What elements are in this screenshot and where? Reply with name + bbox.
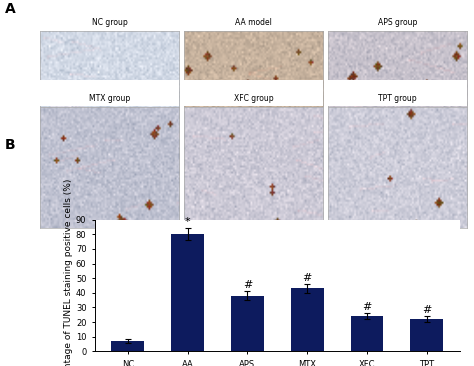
Text: #: # [302, 273, 312, 283]
Bar [410, 319, 443, 351]
Text: XFC group: XFC group [234, 94, 273, 103]
Text: NC group: NC group [92, 18, 128, 27]
Text: #: # [422, 305, 431, 315]
Text: APS group: APS group [378, 18, 417, 27]
Text: #: # [243, 280, 252, 290]
Bar [231, 296, 264, 351]
Bar [111, 341, 144, 351]
Text: TPT group: TPT group [378, 94, 417, 103]
Text: A: A [5, 2, 16, 16]
Text: *: * [185, 217, 191, 227]
Text: #: # [362, 302, 372, 312]
Bar [171, 234, 204, 351]
Bar [351, 316, 383, 351]
Text: MTX group: MTX group [89, 94, 130, 103]
Bar [291, 288, 324, 351]
Text: B: B [5, 138, 15, 152]
Text: AA model: AA model [235, 18, 272, 27]
Y-axis label: Percentage of TUNEL staining positive cells (%): Percentage of TUNEL staining positive ce… [64, 178, 73, 366]
